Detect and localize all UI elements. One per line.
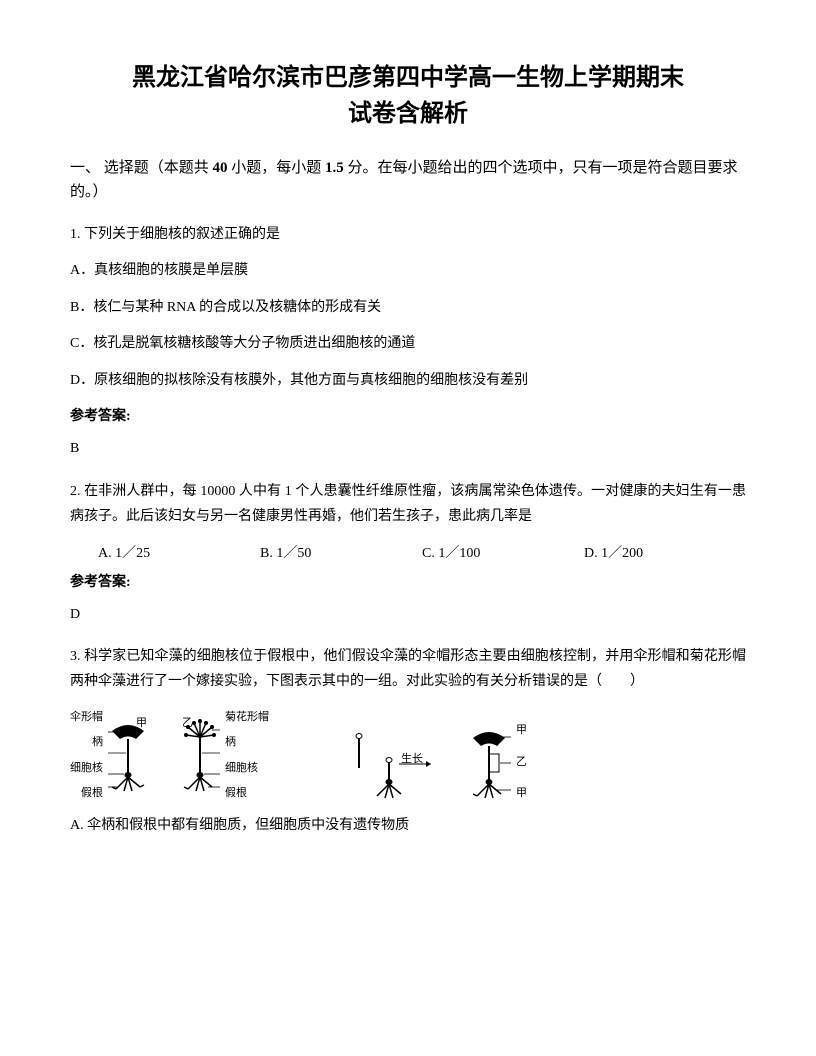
document-title: 黑龙江省哈尔滨市巴彦第四中学高一生物上学期期末 试卷含解析	[70, 60, 746, 132]
result-labels: 甲 乙 甲	[516, 722, 527, 803]
question-2: 2. 在非洲人群中，每 10000 人中有 1 个人患囊性纤维原性瘤，该病属常染…	[70, 479, 746, 627]
question-3: 3. 科学家已知伞藻的细胞核位于假根中，他们假设伞藻的伞帽形态主要由细胞核控制，…	[70, 644, 746, 837]
label-jiagen: 假根	[70, 785, 103, 803]
q2-answer-label: 参考答案:	[70, 572, 746, 594]
organism-jia-svg: 甲	[106, 717, 150, 795]
q2-stem: 2. 在非洲人群中，每 10000 人中有 1 个人患囊性纤维原性瘤，该病属常染…	[70, 479, 746, 529]
label-sanxingmao: 伞形帽	[70, 709, 103, 727]
section-count: 40	[213, 160, 228, 176]
result-svg	[467, 724, 513, 802]
organism-yi: 乙 菊花形帽	[178, 709, 269, 803]
q1-answer-label: 参考答案:	[70, 406, 746, 428]
label-xibaohe: 细胞核	[70, 760, 103, 778]
q1-option-a: A．真核细胞的核膜是单层膜	[70, 260, 746, 282]
q2-option-b: B. 1／50	[260, 543, 422, 565]
label-juhuaxingmao: 菊花形帽	[225, 709, 269, 727]
organism-yi-svg: 乙	[178, 717, 222, 795]
q3-option-a: A. 伞柄和假根中都有细胞质，但细胞质中没有遗传物质	[70, 815, 746, 837]
q2-option-d: D. 1／200	[584, 543, 746, 565]
label-jiagen-2: 假根	[225, 785, 269, 803]
q1-answer: B	[70, 438, 746, 460]
label-result-jia2: 甲	[516, 785, 527, 803]
diagram-left-group: 伞形帽 柄 细胞核 假根 甲	[70, 709, 269, 803]
organism-jia: 伞形帽 柄 细胞核 假根 甲	[70, 709, 150, 803]
q2-option-a: A. 1／25	[70, 543, 260, 565]
diagram-right-group: 生长	[349, 722, 527, 803]
label-bing-2: 柄	[225, 734, 269, 752]
q1-stem: 1. 下列关于细胞核的叙述正确的是	[70, 224, 746, 246]
label-result-jia1: 甲	[516, 722, 527, 740]
title-line-2: 试卷含解析	[70, 96, 746, 132]
q2-option-c: C. 1／100	[422, 543, 584, 565]
q2-options: A. 1／25 B. 1／50 C. 1／100 D. 1／200	[70, 543, 746, 565]
q3-diagram: 伞形帽 柄 细胞核 假根 甲	[70, 709, 746, 803]
question-1: 1. 下列关于细胞核的叙述正确的是 A．真核细胞的核膜是单层膜 B．核仁与某种 …	[70, 224, 746, 461]
q3-stem: 3. 科学家已知伞藻的细胞核位于假根中，他们假设伞藻的伞帽形态主要由细胞核控制，…	[70, 644, 746, 694]
label-result-yi: 乙	[516, 754, 527, 772]
q1-option-d: D．原核细胞的拟核除没有核膜外，其他方面与真核细胞的细胞核没有差别	[70, 370, 746, 392]
title-line-1: 黑龙江省哈尔滨市巴彦第四中学高一生物上学期期末	[70, 60, 746, 96]
q2-answer: D	[70, 604, 746, 626]
graft-stage: 生长	[349, 722, 439, 803]
section-header: 一、 选择题（本题共 40 小题，每小题 1.5 分。在每小题给出的四个选项中，…	[70, 156, 746, 204]
q1-option-c: C．核孔是脱氧核糖核酸等大分子物质进出细胞核的通道	[70, 333, 746, 355]
label-xibaohe-2: 细胞核	[225, 760, 269, 778]
result-organism: 甲 乙 甲	[467, 722, 527, 803]
q1-option-b: B．核仁与某种 RNA 的合成以及核糖体的形成有关	[70, 297, 746, 319]
organism-jia-labels: 伞形帽 柄 细胞核 假根	[70, 709, 103, 803]
section-prefix: 一、 选择题（本题共	[70, 160, 213, 176]
label-bing: 柄	[70, 734, 103, 752]
graft-svg: 生长	[349, 724, 439, 802]
section-mid: 小题，每小题	[228, 160, 326, 176]
organism-yi-labels: 菊花形帽 柄 细胞核 假根	[225, 709, 269, 803]
svg-label-shengzhang: 生长	[401, 751, 423, 765]
section-points: 1.5	[325, 160, 344, 176]
